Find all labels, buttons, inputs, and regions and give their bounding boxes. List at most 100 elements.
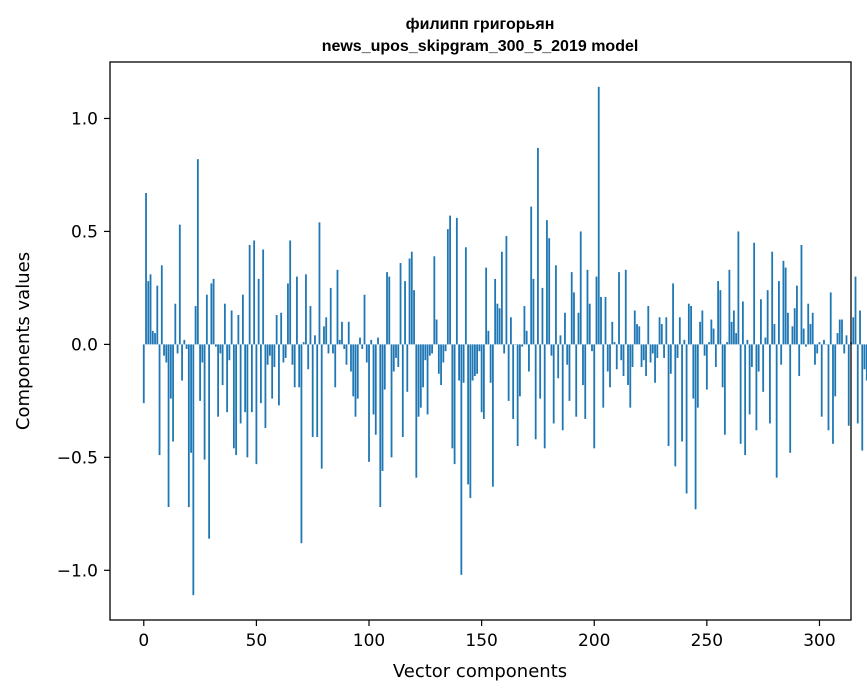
bar-11: [167, 344, 170, 508]
bar-87: [338, 339, 341, 345]
bar-120: [413, 290, 415, 345]
bar-202: [597, 86, 600, 345]
bar-50: [255, 344, 258, 465]
bar-248: [701, 310, 704, 345]
bar-154: [489, 344, 492, 383]
bar-135: [446, 229, 449, 345]
bar-132: [440, 344, 442, 386]
bar-255: [717, 281, 720, 345]
bar-310: [841, 319, 843, 345]
bar-67: [293, 344, 296, 388]
bar-3: [149, 274, 152, 345]
bar-222: [642, 344, 645, 361]
bar-272: [755, 344, 758, 431]
bar-216: [629, 344, 632, 408]
bar-309: [838, 319, 841, 345]
bar-318: [859, 310, 861, 345]
bar-98: [363, 294, 366, 345]
bar-188: [566, 344, 569, 365]
bar-205: [604, 296, 607, 345]
bar-204: [602, 344, 605, 408]
bar-139: [455, 217, 458, 345]
bar-117: [406, 344, 409, 392]
bar-209: [613, 342, 616, 345]
bar-65: [289, 240, 292, 345]
bar-231: [663, 344, 665, 358]
bar-236: [674, 344, 677, 467]
bar-28: [205, 294, 208, 345]
bar-79: [320, 344, 323, 469]
bar-84: [332, 344, 334, 354]
bar-4: [151, 330, 154, 345]
bar-261: [730, 321, 733, 345]
bar-122: [417, 344, 420, 417]
bar-214: [624, 269, 627, 345]
bar-88: [341, 321, 343, 345]
bar-73: [307, 344, 310, 370]
bar-316: [854, 276, 857, 345]
bar-93: [352, 344, 355, 397]
bar-158: [498, 308, 501, 345]
bar-14: [174, 303, 177, 345]
bar-16: [178, 224, 181, 345]
bar-86: [336, 269, 339, 345]
x-tick-label: 300: [803, 631, 835, 651]
bar-284: [782, 260, 785, 345]
bar-201: [595, 276, 598, 345]
bar-109: [388, 276, 391, 345]
bar-240: [683, 339, 686, 345]
bar-287: [789, 344, 792, 453]
bar-308: [836, 333, 839, 345]
bar-61: [280, 312, 283, 345]
bar-226: [651, 344, 654, 354]
bar-72: [305, 274, 307, 345]
bar-286: [787, 312, 789, 345]
bar-320: [863, 344, 866, 370]
bar-250: [705, 344, 708, 390]
bar-163: [510, 317, 512, 345]
bar-96: [359, 337, 361, 345]
bar-164: [512, 344, 515, 419]
bar-207: [609, 344, 611, 388]
bar-170: [525, 330, 528, 345]
bar-55: [266, 344, 269, 365]
bar-257: [721, 344, 724, 388]
bar-173: [532, 278, 535, 345]
bar-160: [503, 344, 506, 354]
bar-26: [201, 344, 204, 363]
bar-295: [807, 303, 810, 345]
bar-115: [401, 344, 404, 438]
bar-35: [221, 344, 224, 386]
bar-172: [530, 206, 533, 345]
bar-244: [692, 344, 695, 399]
bar-176: [539, 344, 542, 399]
bar-254: [714, 344, 717, 367]
bar-297: [811, 312, 814, 345]
bar-145: [469, 344, 472, 499]
bar-144: [467, 344, 470, 485]
bar-213: [622, 344, 625, 377]
bar-227: [654, 344, 656, 383]
bar-112: [395, 344, 397, 358]
bar-321: [865, 344, 867, 381]
bar-32: [214, 344, 217, 347]
bar-13: [172, 344, 174, 442]
bar-58: [273, 344, 276, 367]
bar-317: [856, 344, 859, 424]
bar-253: [712, 328, 715, 345]
bar-312: [845, 335, 848, 345]
bar-266: [741, 301, 744, 345]
bar-137: [451, 344, 454, 449]
bar-92: [350, 344, 352, 372]
bar-262: [732, 310, 735, 345]
bar-194: [579, 231, 582, 345]
bar-97: [361, 344, 364, 349]
bar-130: [435, 319, 438, 345]
bar-60: [278, 344, 280, 406]
bar-21: [190, 344, 192, 453]
bar-223: [645, 344, 647, 377]
bar-48: [250, 344, 253, 413]
bar-105: [379, 344, 382, 508]
bar-63: [284, 344, 287, 358]
bar-108: [386, 272, 388, 345]
